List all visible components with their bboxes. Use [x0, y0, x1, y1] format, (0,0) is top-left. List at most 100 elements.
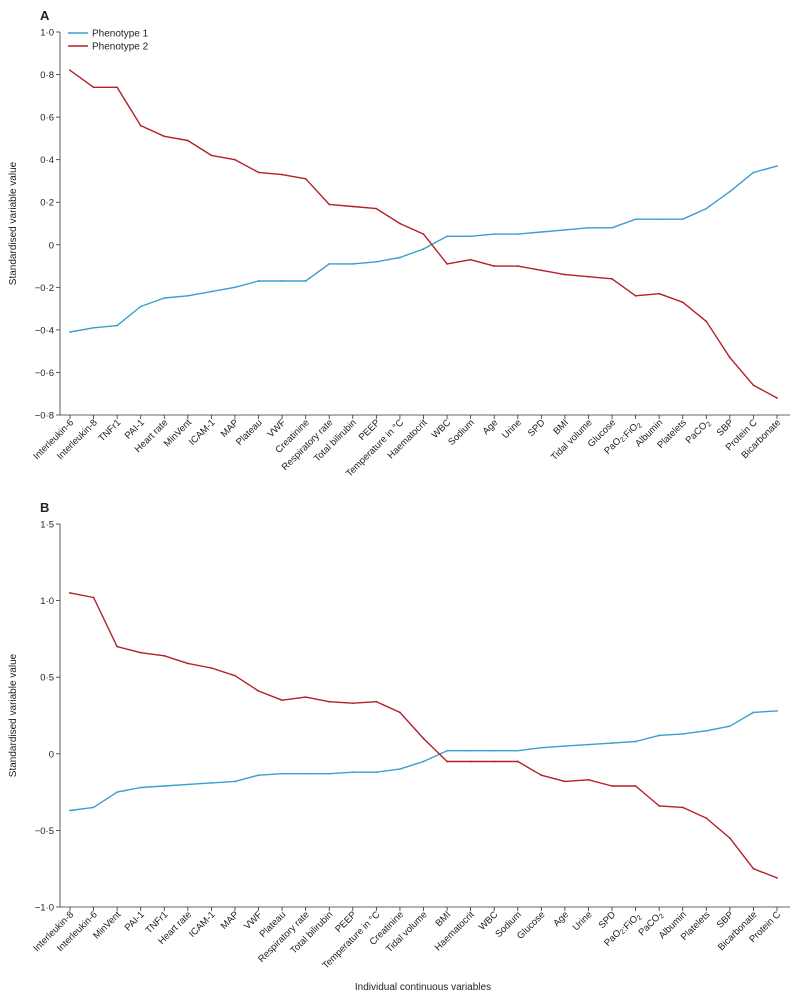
panel-a-data-point-phenotype-1 [399, 256, 401, 259]
panel-a-data-point-phenotype-1 [469, 235, 472, 238]
panel-b-data-point-phenotype-2 [257, 690, 260, 692]
panel-b-data-point-phenotype-1 [351, 771, 354, 774]
panel-a-data-point-phenotype-2 [516, 265, 519, 267]
panel-a-data-point-phenotype-2 [116, 86, 119, 89]
panel-b-data-point-phenotype-1 [186, 783, 189, 786]
panel-b-data-point-phenotype-1 [163, 785, 166, 787]
panel-a-data-point-phenotype-1 [540, 231, 543, 233]
panel-b-data-point-phenotype-2 [328, 700, 331, 703]
panel-b-data-point-phenotype-2 [163, 654, 166, 657]
panel-b-data-point-phenotype-2 [351, 702, 354, 705]
panel-a-data-point-phenotype-1 [658, 218, 661, 221]
panel-a-data-point-phenotype-2 [564, 273, 566, 276]
panel-b-data-point-phenotype-1 [540, 746, 543, 749]
panel-a-data-point-phenotype-2 [540, 269, 543, 272]
panel-a-data-point-phenotype-1 [681, 218, 684, 221]
panel-a-data-point-phenotype-1 [257, 280, 260, 282]
panel-b-data-point-phenotype-1 [681, 732, 684, 735]
panel-a-data-point-phenotype-1 [611, 226, 613, 229]
panel-a-data-point-phenotype-1 [186, 294, 189, 297]
panel-a-data-point-phenotype-2 [728, 356, 731, 359]
panel-b-data-point-phenotype-1 [776, 710, 778, 712]
panel-b-data-point-phenotype-2 [728, 837, 731, 839]
panel-b-data-point-phenotype-2 [493, 760, 496, 763]
panel-a-data-point-phenotype-1 [564, 228, 566, 231]
panel-a-data-point-phenotype-2 [186, 139, 189, 142]
panel-a-data-point-phenotype-1 [281, 280, 283, 282]
panel-a-data-point-phenotype-2 [611, 277, 613, 280]
panel-a-data-point-phenotype-2 [69, 69, 71, 72]
panel-b-y-axis-title: Standardised variable value [8, 653, 19, 777]
panel-a-data-point-phenotype-2 [752, 384, 755, 387]
panel-a-data-point-phenotype-2 [634, 294, 637, 297]
panel-b-data-point-phenotype-2 [681, 806, 684, 809]
panel-b-data-point-phenotype-1 [469, 749, 472, 752]
panel-b-data-point-phenotype-1 [587, 743, 590, 746]
panel-b-data-point-phenotype-2 [210, 667, 213, 669]
panel-a-data-point-phenotype-2 [399, 222, 401, 225]
panel-b-data-point-phenotype-1 [375, 771, 378, 774]
panel-a-letter: A [40, 8, 50, 23]
panel-a-y-tick-label: −0·6 [35, 368, 54, 379]
panel-a-data-point-phenotype-2 [234, 158, 236, 161]
panel-a-category-label: BMI [551, 417, 571, 437]
panel-a-data-point-phenotype-1 [163, 297, 166, 299]
panel-a-data-point-phenotype-2 [587, 275, 590, 278]
panel-b-data-point-phenotype-2 [234, 674, 236, 677]
panel-a-data-point-phenotype-1 [328, 263, 331, 265]
panel-b-data-point-phenotype-1 [752, 711, 755, 714]
panel-b-data-point-phenotype-1 [705, 729, 708, 732]
panel-a-data-point-phenotype-1 [92, 326, 95, 329]
panel-a-data-point-phenotype-2 [92, 86, 95, 89]
panel-a-y-tick-label: 0·6 [40, 113, 54, 124]
panel-b-data-point-phenotype-1 [422, 760, 425, 763]
panel-a-y-tick-label: −0·8 [35, 411, 54, 422]
panel-b-data-point-phenotype-2 [776, 876, 778, 879]
panel-b-data-point-phenotype-2 [516, 760, 519, 763]
panel-a-data-point-phenotype-2 [281, 173, 283, 176]
panel-b-data-point-phenotype-2 [375, 700, 378, 703]
panel-a-data-point-phenotype-2 [469, 258, 472, 261]
panel-b-data-point-phenotype-2 [634, 785, 637, 787]
panel-a-y-tick-label: 0 [49, 240, 54, 251]
panel-a-category-label: SPD [526, 417, 548, 439]
panel-a-data-point-phenotype-1 [304, 280, 307, 282]
panel-b-data-point-phenotype-2 [69, 592, 71, 594]
panel-a-data-point-phenotype-1 [493, 233, 496, 236]
panel-b-data-point-phenotype-1 [446, 749, 448, 752]
panel-b-data-point-phenotype-1 [611, 742, 613, 744]
panel-a-data-point-phenotype-2 [163, 135, 166, 138]
panel-b-data-point-phenotype-1 [658, 734, 661, 737]
panel-a-data-point-phenotype-1 [375, 260, 378, 263]
panel-b-data-point-phenotype-2 [658, 804, 661, 807]
panel-a-data-point-phenotype-2 [139, 124, 142, 127]
panel-b-data-point-phenotype-2 [469, 760, 472, 763]
panel-b-data-point-phenotype-1 [328, 772, 331, 775]
panel-a-data-point-phenotype-1 [351, 263, 354, 265]
panel-b-data-point-phenotype-1 [210, 782, 213, 784]
x-axis-title: Individual continuous variables [355, 982, 491, 993]
panel-b-data-point-phenotype-1 [257, 774, 260, 777]
panel-b-category-label: ICAM-1 [187, 909, 218, 940]
panel-a-data-point-phenotype-1 [422, 248, 425, 250]
panel-a-data-point-phenotype-1 [210, 290, 213, 293]
panel-b-data-point-phenotype-2 [281, 699, 283, 702]
panel-a-data-point-phenotype-2 [658, 292, 661, 295]
panel-b-data-point-phenotype-2 [540, 774, 543, 777]
panel-b-y-tick-label: 0 [49, 749, 54, 760]
legend-label-phenotype-2: Phenotype 2 [92, 42, 149, 53]
panel-b-data-point-phenotype-1 [399, 768, 401, 771]
panel-a-data-point-phenotype-2 [776, 397, 778, 399]
panel-a-data-point-phenotype-2 [210, 154, 213, 157]
panel-a-y-tick-label: 0·4 [40, 155, 54, 166]
panel-a-data-point-phenotype-1 [752, 171, 755, 174]
panel-a-data-point-phenotype-2 [705, 320, 708, 323]
panel-a-data-point-phenotype-2 [375, 207, 378, 210]
panel-b-y-tick-label: 1·5 [40, 520, 54, 531]
panel-b-y-tick-label: −0·5 [35, 826, 54, 837]
panel-b-data-point-phenotype-1 [564, 745, 566, 748]
panel-a-data-point-phenotype-2 [446, 263, 448, 265]
panel-a-data-point-phenotype-1 [69, 331, 71, 333]
panel-b-data-point-phenotype-2 [446, 760, 448, 763]
